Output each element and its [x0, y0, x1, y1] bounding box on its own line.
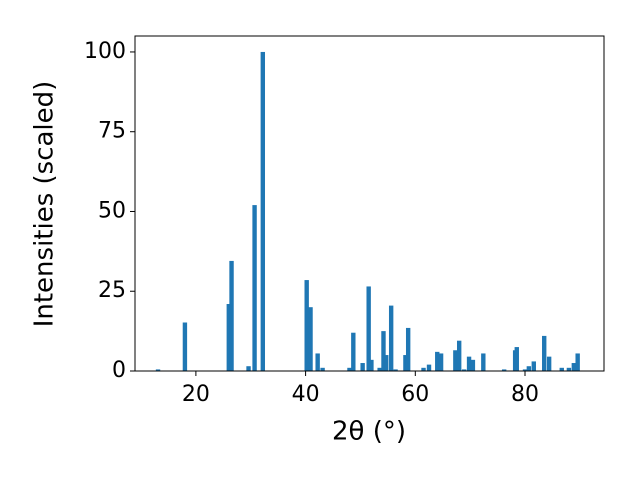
bar [384, 355, 389, 371]
bar [308, 307, 313, 371]
bar [526, 366, 532, 371]
bar [369, 359, 374, 371]
bar [501, 369, 507, 371]
bar [229, 260, 234, 371]
bar [320, 367, 325, 371]
bar [381, 331, 386, 371]
bar [421, 367, 426, 371]
bar [351, 332, 356, 371]
bar [453, 350, 458, 371]
y-tick-label: 25 [98, 278, 126, 303]
bar [542, 335, 547, 371]
bar [571, 363, 577, 371]
bar [481, 353, 486, 371]
bar [260, 51, 266, 371]
bar [546, 356, 552, 371]
bar [347, 367, 352, 371]
bar [315, 353, 320, 371]
y-tick-label: 0 [112, 358, 126, 383]
bar [559, 367, 564, 371]
bar [403, 355, 408, 371]
bar [388, 305, 394, 371]
bar [456, 340, 462, 371]
bar [575, 353, 580, 371]
y-tick-label: 100 [84, 39, 126, 64]
x-axis-label: 2θ (°) [332, 417, 406, 447]
y-tick-label: 75 [98, 119, 126, 144]
x-tick-label: 20 [182, 382, 210, 407]
bar [226, 304, 231, 371]
x-tick-label: 40 [292, 382, 320, 407]
bar [360, 363, 365, 371]
bar [155, 369, 161, 371]
bar [393, 369, 398, 371]
x-tick-label: 60 [401, 382, 429, 407]
bar [377, 367, 382, 371]
bar [514, 347, 519, 371]
bar [366, 286, 371, 371]
y-axis-label: Intensities (scaled) [30, 81, 60, 328]
bar [470, 359, 476, 371]
bar [435, 351, 440, 371]
bar [252, 205, 257, 371]
bar [466, 356, 472, 371]
plot-frame [134, 35, 605, 372]
x-tick-label: 80 [511, 382, 539, 407]
bar [182, 322, 188, 371]
bar [426, 364, 432, 371]
y-tick-label: 50 [98, 198, 126, 223]
bar [438, 353, 444, 371]
bar [566, 367, 572, 371]
bar [531, 361, 536, 371]
bar [461, 369, 467, 371]
bar [246, 366, 251, 371]
bar [522, 369, 528, 371]
bar [405, 327, 411, 371]
bar [304, 280, 309, 371]
